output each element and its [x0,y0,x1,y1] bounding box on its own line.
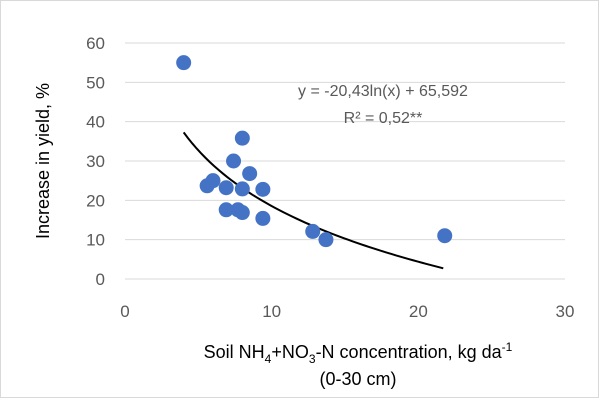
x-tick-label: 30 [556,302,575,321]
data-point [218,202,234,218]
data-point [176,55,192,71]
x-tick-label: 10 [262,302,281,321]
y-axis-ticks: 0 10 20 30 40 50 60 [86,34,105,289]
x-axis-title-part3: -N concentration, kg da [316,342,503,362]
data-point [218,180,234,196]
x-axis-title-part1: Soil NH [204,342,265,362]
trendline-r-squared: R² = 0,52** [344,110,423,127]
data-point [255,181,271,197]
x-axis-title-line2: (0-30 cm) [319,369,396,389]
y-tick-label: 50 [86,73,105,92]
trendline-equation: y = -20,43ln(x) + 65,592 [298,83,468,100]
y-tick-label: 30 [86,152,105,171]
data-point [437,228,453,244]
y-tick-label: 40 [86,113,105,132]
x-axis-title-part2: +NO [271,342,309,362]
data-point [255,210,271,226]
y-axis-title: Increase in yield, % [33,83,53,239]
data-point [305,223,321,239]
x-axis-title-sub2: 3 [309,352,316,366]
y-tick-label: 10 [86,231,105,250]
y-tick-label: 20 [86,191,105,210]
x-axis-title-sub1: 4 [265,352,272,366]
x-tick-label: 0 [120,302,129,321]
data-point [234,181,250,197]
x-tick-label: 20 [409,302,428,321]
data-point [234,205,250,221]
data-point [226,153,242,169]
x-axis-title-sup: -1 [502,340,513,354]
data-point [205,173,221,189]
data-point [234,130,250,146]
data-point [242,166,258,182]
x-axis-ticks: 0 10 20 30 [120,302,574,321]
y-tick-label: 60 [86,34,105,53]
data-points [176,55,453,248]
y-tick-label: 0 [96,270,105,289]
gridlines [125,42,565,241]
data-point [318,232,334,248]
x-axis-title: Soil NH4+NO3-N concentration, kg da-1 [204,340,513,366]
